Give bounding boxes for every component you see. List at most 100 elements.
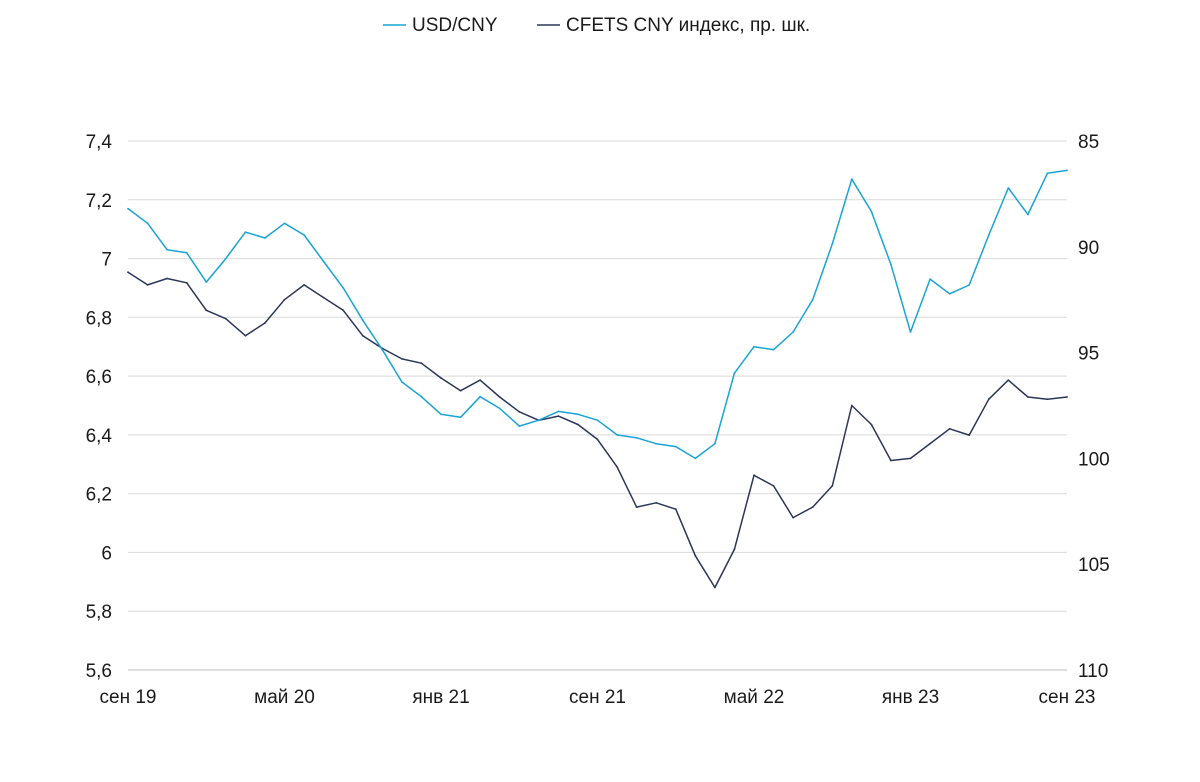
data-point [322, 296, 325, 299]
data-point [185, 251, 188, 254]
data-point [753, 345, 755, 348]
gridlines [128, 140, 1067, 671]
y-right-tick-label: 105 [1078, 555, 1110, 576]
data-point [146, 222, 149, 225]
data-point [1027, 396, 1029, 398]
data-point [577, 423, 579, 426]
data-point [616, 434, 618, 436]
series-line-cfets [127, 271, 1068, 589]
data-point [498, 407, 501, 410]
data-point [361, 334, 364, 337]
data-point [694, 457, 697, 460]
data-point [674, 508, 677, 511]
data-point [850, 178, 853, 181]
data-point [850, 404, 853, 407]
x-tick-label: янв 23 [882, 687, 939, 708]
data-point [1046, 172, 1049, 175]
data-point [987, 234, 990, 236]
data-point [929, 442, 931, 445]
data-point [264, 322, 266, 324]
data-point [1066, 169, 1068, 172]
data-point [1007, 379, 1010, 381]
data-point [694, 554, 697, 557]
data-point [127, 207, 129, 210]
data-point [146, 284, 149, 286]
data-point [557, 415, 560, 417]
y-left-tick-label: 7,2 [86, 191, 112, 212]
x-tick-label: янв 21 [412, 687, 469, 708]
data-point [929, 278, 931, 280]
data-point [890, 263, 892, 266]
data-point [401, 358, 403, 360]
y-left-tick-label: 7 [101, 250, 112, 271]
legend: USD/CNY CFETS CNY индекс, пр. шк. [383, 15, 810, 36]
data-point [753, 474, 755, 477]
data-point [655, 442, 658, 445]
data-point [635, 506, 638, 508]
data-point [714, 586, 716, 589]
legend-label-usd-cny: USD/CNY [412, 15, 498, 36]
data-point [361, 319, 364, 322]
data-point [968, 284, 971, 286]
data-point [498, 396, 501, 398]
data-point [655, 501, 658, 504]
data-point [303, 284, 305, 286]
data-point [948, 427, 951, 430]
data-point [733, 548, 736, 551]
data-point [909, 331, 912, 333]
data-point [342, 287, 345, 289]
data-point [909, 457, 912, 460]
x-tick-label: сен 23 [1039, 687, 1096, 708]
data-point [948, 292, 951, 295]
data-point [322, 260, 325, 263]
data-point [831, 243, 834, 245]
data-point [1046, 398, 1049, 401]
data-point [224, 317, 227, 320]
y-right-tick-label: 90 [1078, 238, 1099, 259]
data-point [1066, 396, 1068, 398]
x-tick-label: сен 21 [569, 687, 626, 708]
data-point [1007, 187, 1010, 189]
data-point [244, 334, 247, 337]
y-left-tick-label: 6,2 [86, 485, 112, 506]
data-point [205, 281, 208, 283]
series-layer [127, 169, 1068, 589]
data-point [772, 485, 775, 487]
data-point [772, 348, 775, 351]
data-point [890, 459, 892, 462]
data-point [166, 248, 169, 251]
data-point [459, 416, 462, 419]
data-point [401, 381, 403, 383]
x-axis: сен 19 май 20 янв 21 сен 21 май 22 янв 23 сен … [100, 687, 1096, 708]
data-point [792, 331, 794, 333]
series-line-usd-cny [127, 169, 1068, 460]
data-point [264, 237, 266, 239]
legend-label-cfets: CFETS CNY индекс, пр. шк. [566, 15, 810, 36]
y-left-tick-label: 5,8 [86, 602, 112, 623]
data-point [596, 438, 599, 441]
data-point [577, 413, 579, 416]
data-point [283, 222, 286, 225]
data-point [283, 298, 286, 301]
y-left-tick-label: 6,8 [86, 308, 112, 329]
data-point [440, 413, 442, 416]
y-axis-right: 85 90 95 100 105 110 [1078, 132, 1110, 682]
data-point [870, 210, 873, 213]
data-point [987, 398, 990, 401]
data-point [127, 271, 129, 274]
data-point [635, 436, 638, 439]
data-point [244, 231, 247, 234]
data-point [185, 281, 188, 284]
data-point [440, 377, 442, 379]
series-points-cfets [127, 271, 1068, 589]
data-point [811, 506, 814, 508]
data-point [459, 389, 462, 392]
series-points-usd-cny [127, 169, 1068, 460]
y-left-tick-label: 6,6 [86, 367, 112, 388]
data-point [518, 410, 521, 413]
y-axis-left: 5,6 5,8 6 6,2 6,4 6,6 6,8 7 7,2 7,4 [86, 132, 113, 682]
x-tick-label: май 22 [724, 687, 785, 708]
data-point [479, 395, 481, 398]
y-left-tick-label: 5,6 [86, 661, 112, 682]
y-left-tick-label: 6 [101, 543, 112, 564]
